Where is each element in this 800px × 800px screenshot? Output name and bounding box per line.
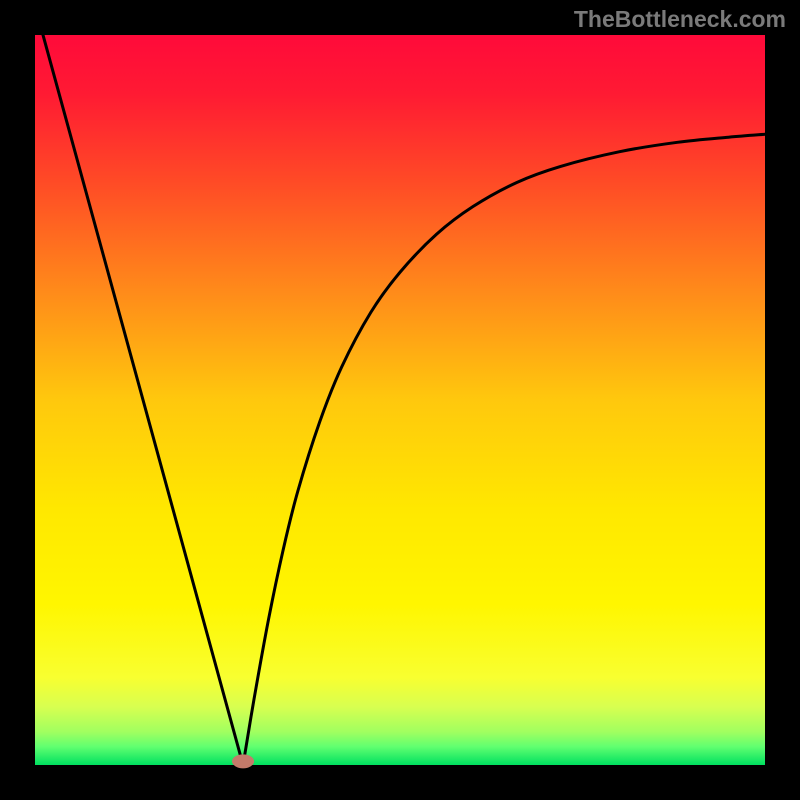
curve-overlay [0,0,800,800]
chart-container: TheBottleneck.com [0,0,800,800]
vertex-marker [232,754,254,768]
watermark-text: TheBottleneck.com [574,6,786,33]
bottleneck-curve [35,6,765,765]
